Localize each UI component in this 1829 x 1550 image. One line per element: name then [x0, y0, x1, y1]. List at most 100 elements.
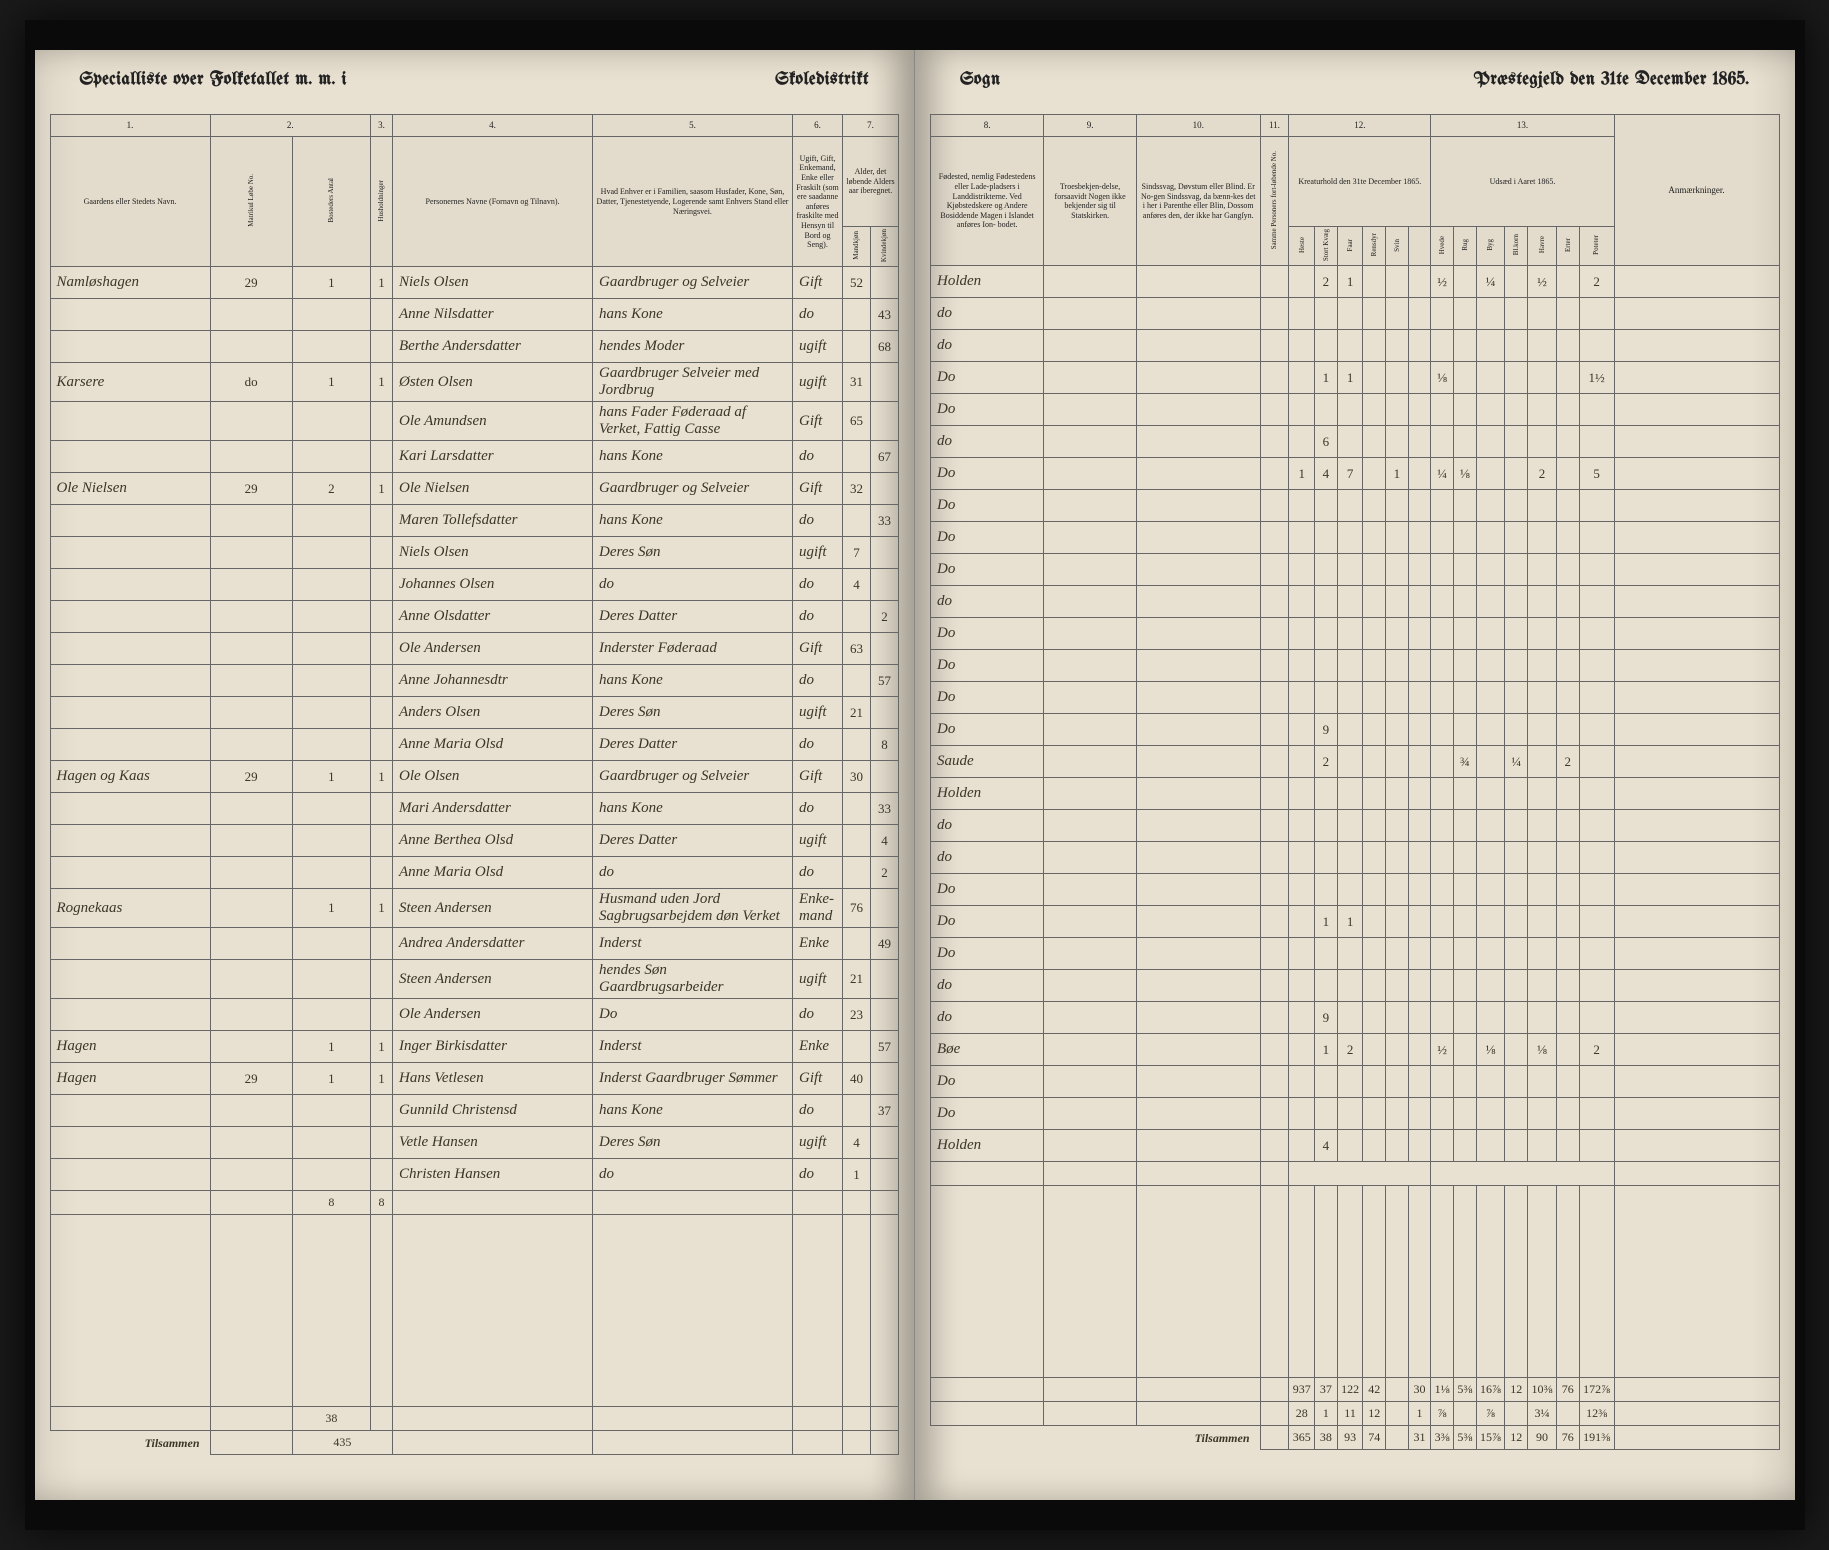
table-row: Hagen og Kaas 29 1 1 Ole Olsen Gaardbrug…: [50, 761, 899, 793]
total-c13: 191⅜: [1579, 1426, 1614, 1450]
table-row: Bøe 12 ½⅛⅛2: [931, 1034, 1780, 1066]
livestock-cell: 1: [1386, 458, 1409, 490]
table-row: Ole Amundsen hans Fader Føderaad af Verk…: [50, 402, 899, 441]
marital: Gift: [793, 1063, 843, 1095]
livestock-cell: [1408, 298, 1431, 330]
bosteder: [292, 537, 370, 569]
livestock-cell: [1408, 714, 1431, 746]
matrikel-no: [210, 729, 292, 761]
crop-cell: [1454, 874, 1477, 906]
col11-num: 11.: [1260, 115, 1289, 137]
person-name: Inger Birkisdatter: [393, 1031, 593, 1063]
remarks-cell: [1614, 906, 1779, 938]
disability: [1136, 778, 1260, 810]
livestock-cell: [1289, 1130, 1315, 1162]
blank-row: [931, 1346, 1780, 1378]
hushold: 1: [371, 267, 393, 299]
total-c13: 5⅜: [1454, 1426, 1477, 1450]
table-row: Vetle Hansen Deres Søn ugift 4: [50, 1127, 899, 1159]
running-no: [1260, 1002, 1289, 1034]
blank-row: [50, 1279, 899, 1311]
faith: [1044, 266, 1137, 298]
table-row: Niels Olsen Deres Søn ugift 7: [50, 537, 899, 569]
person-name: Ole Amundsen: [393, 402, 593, 441]
crop-cell: [1431, 1130, 1454, 1162]
table-row: Do 11 ⅛1½: [931, 362, 1780, 394]
relation: hans Kone: [593, 441, 793, 473]
livestock-cell: 4: [1315, 1130, 1338, 1162]
table-row: Maren Tollefsdatter hans Kone do 33: [50, 505, 899, 537]
table-row: Saude 2 ¾¼2: [931, 746, 1780, 778]
disability: [1136, 714, 1260, 746]
farm-name: [50, 928, 210, 960]
person-name: Vetle Hansen: [393, 1127, 593, 1159]
age-k: 57: [871, 1031, 899, 1063]
person-name: Ole Andersen: [393, 633, 593, 665]
crop-cell: [1579, 682, 1614, 714]
crop-cell: [1579, 746, 1614, 778]
disability: [1136, 1034, 1260, 1066]
livestock-cell: [1363, 874, 1386, 906]
col4-num: 4.: [393, 115, 593, 137]
faith: [1044, 778, 1137, 810]
table-row: Do: [931, 554, 1780, 586]
remarks-cell: [1614, 842, 1779, 874]
crop-cell: [1476, 490, 1505, 522]
total-c13: 12⅜: [1579, 1402, 1614, 1426]
farm-name: [50, 1127, 210, 1159]
livestock-cell: [1363, 778, 1386, 810]
matrikel-no: [210, 601, 292, 633]
livestock-cell: [1408, 362, 1431, 394]
table-row: do: [931, 842, 1780, 874]
age-m: 4: [843, 569, 871, 601]
matrikel-no: [210, 505, 292, 537]
hushold: [371, 825, 393, 857]
crop-cell: [1505, 554, 1528, 586]
livestock-cell: [1363, 1034, 1386, 1066]
farm-name: Hagen og Kaas: [50, 761, 210, 793]
livestock-cell: [1315, 1098, 1338, 1130]
livestock-cell: [1289, 650, 1315, 682]
birthplace: Do: [931, 650, 1044, 682]
crop-cell: [1431, 746, 1454, 778]
crop-cell: [1431, 810, 1454, 842]
person-name: Mari Andersdatter: [393, 793, 593, 825]
remarks-cell: [1614, 650, 1779, 682]
crop-cell: [1579, 938, 1614, 970]
crop-cell: [1528, 1130, 1557, 1162]
crop-cell: [1505, 938, 1528, 970]
crop-cell: [1505, 618, 1528, 650]
hushold: [371, 537, 393, 569]
livestock-cell: [1408, 426, 1431, 458]
birthplace: Do: [931, 458, 1044, 490]
relation: Deres Datter: [593, 729, 793, 761]
disability: [1136, 618, 1260, 650]
age-m: [843, 928, 871, 960]
livestock-cell: [1363, 298, 1386, 330]
livestock-cell: [1363, 906, 1386, 938]
crop-cell: [1476, 682, 1505, 714]
matrikel-no: [210, 1031, 292, 1063]
faith: [1044, 746, 1137, 778]
age-m: [843, 857, 871, 889]
livestock-cell: 1: [1315, 1034, 1338, 1066]
livestock-cell: [1289, 906, 1315, 938]
birthplace: Do: [931, 1098, 1044, 1130]
person-name: Christen Hansen: [393, 1159, 593, 1191]
livestock-cell: 1: [1315, 362, 1338, 394]
faith: [1044, 650, 1137, 682]
livestock-cell: [1363, 1002, 1386, 1034]
crop-cell: [1556, 650, 1579, 682]
total-c13: ⅞: [1476, 1402, 1505, 1426]
livestock-cell: [1386, 298, 1409, 330]
hushold: [371, 299, 393, 331]
crop-cell: [1528, 714, 1557, 746]
running-no: [1260, 394, 1289, 426]
crop-cell: [1454, 586, 1477, 618]
hushold: [371, 999, 393, 1031]
livestock-cell: [1337, 554, 1363, 586]
livestock-cell: [1386, 682, 1409, 714]
footer-left-label: Tilsammen: [50, 1431, 210, 1455]
bosteder: 1: [292, 1031, 370, 1063]
crop-cell: [1454, 682, 1477, 714]
